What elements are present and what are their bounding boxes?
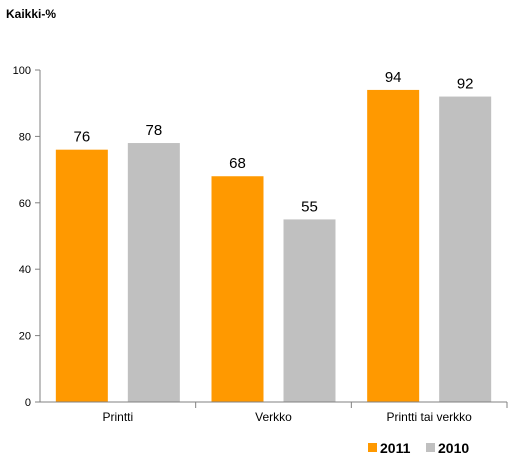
- legend-swatch-2010: [426, 443, 435, 452]
- data-label: 92: [457, 76, 474, 93]
- bar-2010-1: [283, 219, 336, 402]
- x-axis-labels: Printti Verkko Printti tai verkko: [102, 402, 508, 424]
- legend-swatch-2011: [368, 443, 377, 452]
- legend: 2011 2010: [368, 440, 469, 456]
- bar-2011-2: [367, 89, 420, 403]
- legend-label: 2011: [380, 440, 411, 456]
- y-tick-label: 60: [19, 198, 31, 210]
- data-label: 94: [385, 69, 402, 86]
- y-tick-label: 80: [19, 131, 31, 143]
- bars: [55, 89, 492, 403]
- data-label: 76: [73, 129, 90, 146]
- data-labels: 76 78 68 55 94 92: [73, 69, 473, 215]
- bar-2010-0: [127, 143, 180, 403]
- y-axis-ticks: 0 20 40 60 80 100: [13, 65, 40, 409]
- data-label: 55: [301, 198, 318, 215]
- x-tick-label: Printti tai verkko: [386, 410, 472, 424]
- y-tick-label: 40: [19, 264, 31, 276]
- y-tick-label: 100: [13, 65, 31, 77]
- bar-2011-0: [55, 149, 108, 402]
- y-tick-label: 0: [25, 397, 31, 409]
- y-tick-label: 20: [19, 331, 31, 343]
- bar-2011-1: [211, 176, 264, 402]
- bar-2010-2: [439, 96, 492, 402]
- x-tick-label: Verkko: [255, 410, 292, 424]
- data-label: 68: [229, 155, 246, 172]
- y-axis-title: Kaikki-%: [6, 7, 56, 21]
- legend-label: 2010: [438, 440, 469, 456]
- x-tick-label: Printti: [102, 410, 133, 424]
- axes: [39, 70, 507, 403]
- data-label: 78: [145, 122, 162, 139]
